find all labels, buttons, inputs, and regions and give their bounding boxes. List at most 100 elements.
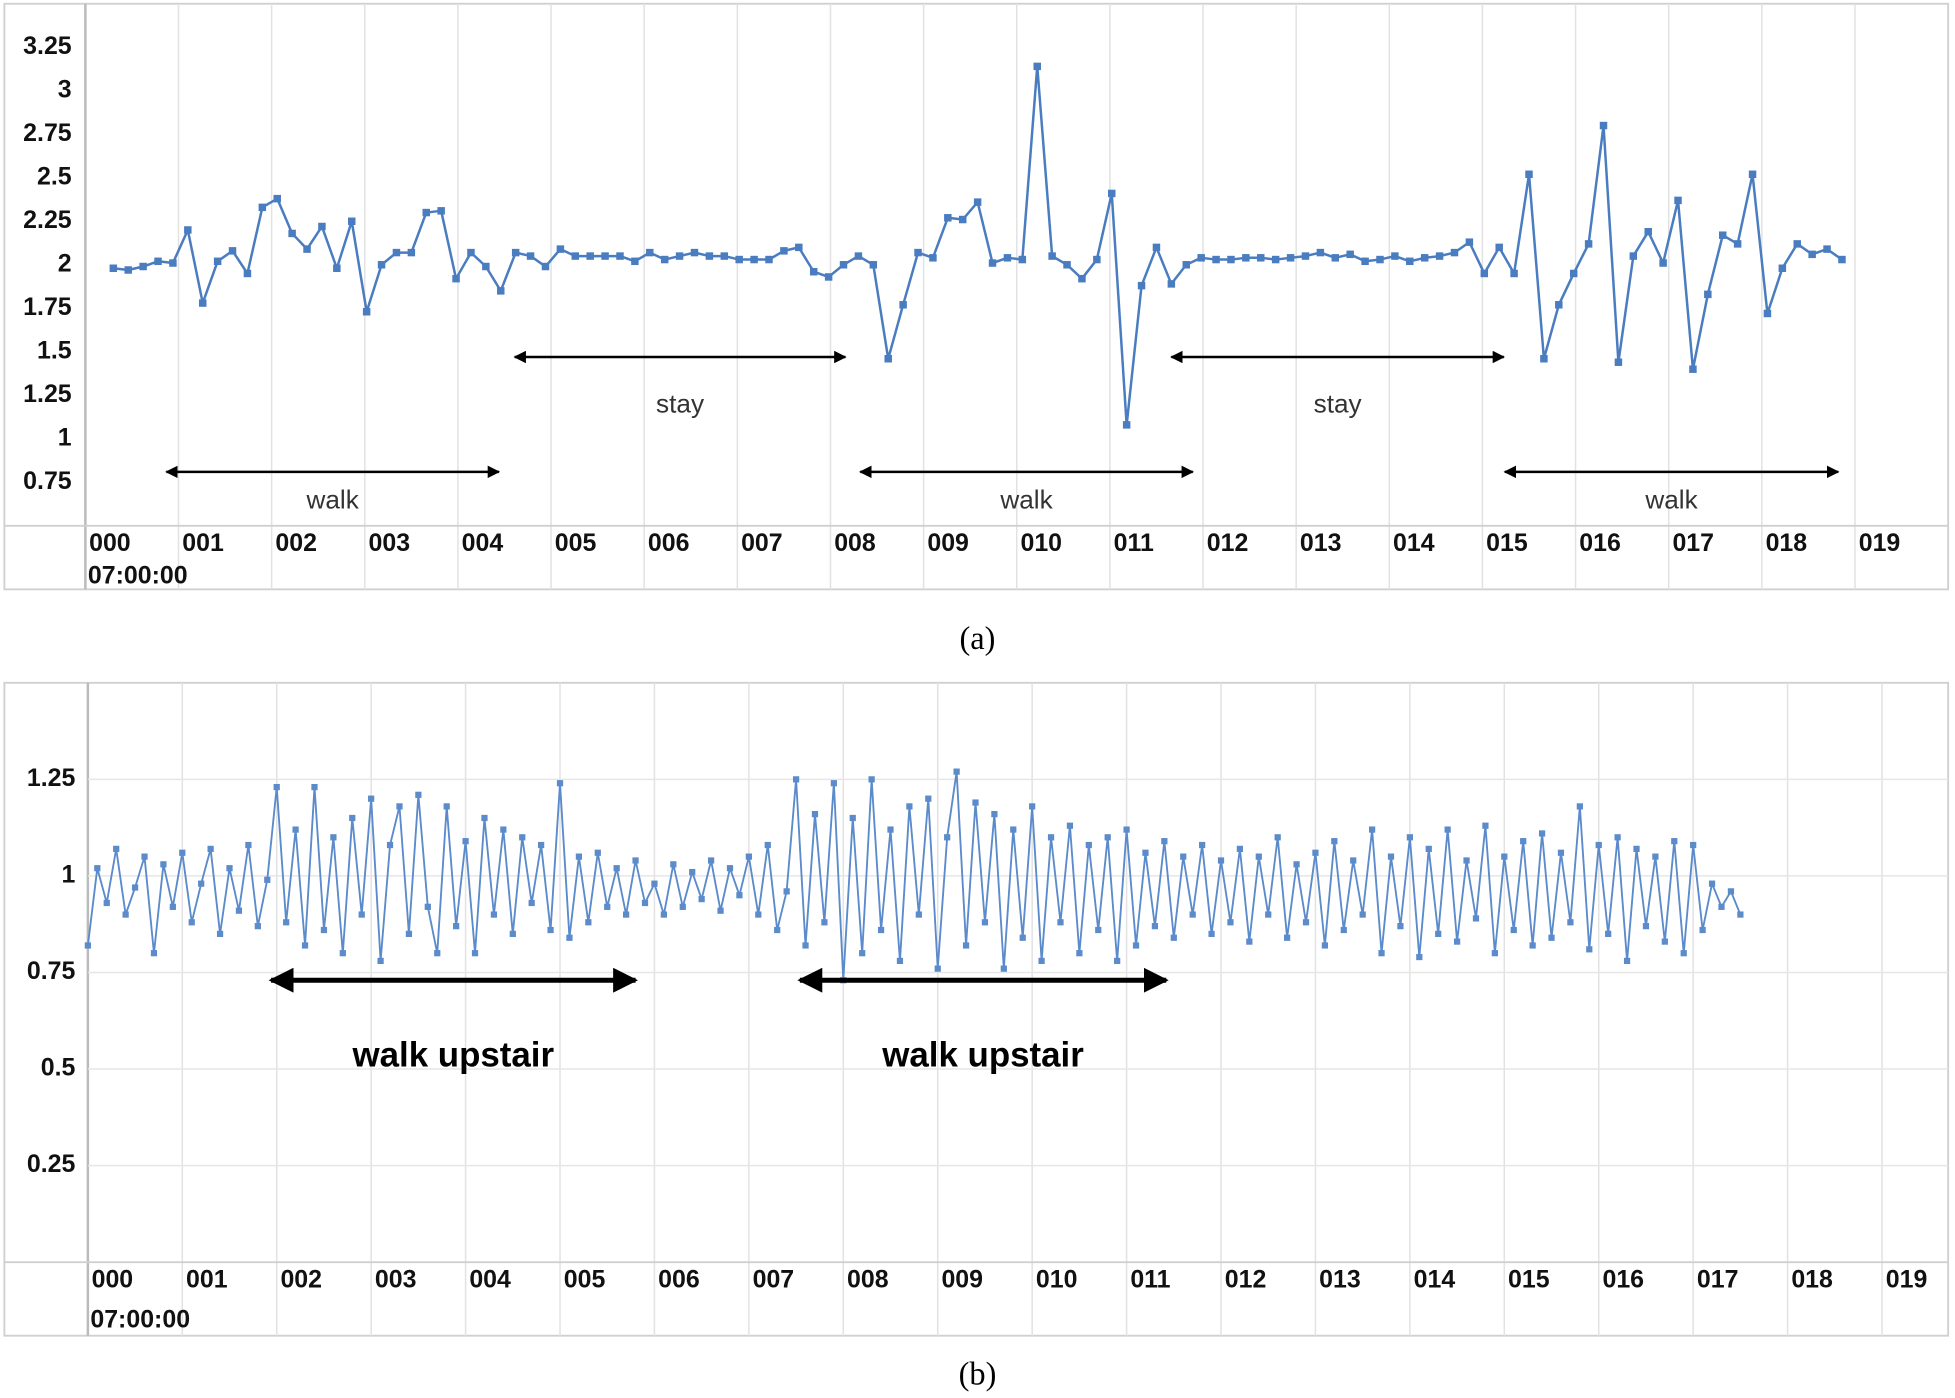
data-point — [541, 262, 550, 271]
data-point — [1368, 826, 1376, 833]
data-point — [914, 248, 922, 257]
data-point — [1066, 822, 1074, 829]
y-tick-label: 3 — [58, 75, 72, 103]
data-point — [437, 207, 445, 215]
data-point — [169, 903, 176, 910]
data-point — [1151, 923, 1159, 930]
annotation-label: stay — [656, 389, 705, 419]
data-point — [690, 248, 699, 257]
data-point — [821, 919, 828, 926]
data-point — [1063, 261, 1071, 269]
data-point — [511, 248, 520, 257]
data-point — [641, 899, 649, 907]
x-tick-label: 019 — [1886, 1265, 1928, 1293]
data-point — [1480, 269, 1489, 278]
data-point — [1093, 255, 1101, 264]
data-point — [1425, 845, 1432, 853]
x-tick-label: 013 — [1300, 529, 1342, 557]
data-point — [1763, 309, 1772, 318]
data-point — [1472, 915, 1480, 922]
data-point — [675, 252, 684, 260]
data-point — [94, 865, 101, 872]
data-point — [1748, 170, 1757, 179]
data-point — [1450, 248, 1459, 257]
data-point — [585, 919, 592, 926]
data-point — [318, 222, 326, 231]
data-point — [1000, 965, 1007, 972]
data-point — [1227, 255, 1235, 264]
data-point — [586, 252, 594, 260]
data-point — [1376, 255, 1384, 264]
x-tick-label: 010 — [1020, 529, 1062, 557]
data-point — [422, 208, 430, 217]
data-point — [1435, 930, 1442, 937]
x-tick-label: 015 — [1486, 529, 1528, 557]
data-point — [303, 245, 311, 253]
data-point — [226, 865, 233, 872]
data-point — [1316, 248, 1325, 257]
data-point — [526, 252, 535, 260]
data-point — [188, 919, 195, 926]
data-point — [849, 814, 856, 822]
annotation-label: walk — [999, 484, 1053, 514]
data-point — [915, 911, 922, 918]
data-point — [1557, 849, 1565, 856]
data-point — [1274, 834, 1281, 841]
data-point — [1605, 930, 1612, 937]
data-point — [424, 903, 431, 910]
data-point — [519, 834, 526, 841]
data-point — [1152, 243, 1161, 252]
data-point — [1614, 834, 1621, 841]
x-tick-label: 009 — [927, 529, 969, 557]
data-point — [689, 868, 696, 876]
x-start-label: 07:00:00 — [88, 561, 188, 589]
chart-frame — [3, 2, 1950, 591]
data-point — [854, 252, 863, 260]
data-point — [783, 888, 790, 895]
data-point — [1838, 255, 1846, 264]
data-point — [213, 257, 222, 266]
x-start-label: 07:00:00 — [90, 1305, 190, 1333]
data-point — [1359, 911, 1366, 918]
data-point — [1718, 903, 1725, 910]
data-point — [830, 780, 837, 787]
x-tick-label: 016 — [1602, 1265, 1644, 1293]
data-point — [1465, 238, 1474, 246]
data-point — [575, 853, 583, 860]
data-point — [884, 355, 892, 363]
data-point — [273, 194, 281, 203]
y-tick-label: 1.25 — [23, 380, 72, 408]
y-tick-label: 2.5 — [37, 162, 72, 190]
data-point — [1212, 255, 1220, 264]
data-point — [288, 229, 296, 238]
data-point — [396, 803, 403, 810]
data-point — [571, 252, 580, 260]
data-point — [1689, 365, 1697, 373]
data-point — [311, 783, 318, 791]
data-point — [1501, 853, 1508, 860]
x-tick-label: 015 — [1508, 1265, 1550, 1293]
data-point — [362, 308, 371, 316]
data-point — [1540, 355, 1548, 363]
data-point — [1569, 269, 1578, 278]
data-point — [1391, 252, 1399, 260]
data-point — [750, 255, 758, 264]
data-point — [792, 776, 800, 783]
x-tick-label: 011 — [1114, 529, 1154, 557]
data-point — [1708, 880, 1716, 887]
chart: 000 001 002 003 004 005 006 007 008 009 010 011 012 0… — [3, 2, 1950, 657]
data-point — [1680, 950, 1687, 957]
data-point — [1167, 280, 1176, 288]
data-point — [339, 950, 346, 957]
data-point — [720, 252, 729, 260]
data-point — [349, 814, 356, 822]
data-point — [490, 911, 498, 918]
data-point — [1793, 240, 1801, 248]
data-point — [991, 811, 998, 818]
data-point — [953, 768, 960, 775]
data-point — [764, 841, 771, 849]
data-point — [1078, 274, 1086, 283]
x-tick-label: 008 — [847, 1265, 889, 1293]
data-point — [198, 880, 205, 887]
